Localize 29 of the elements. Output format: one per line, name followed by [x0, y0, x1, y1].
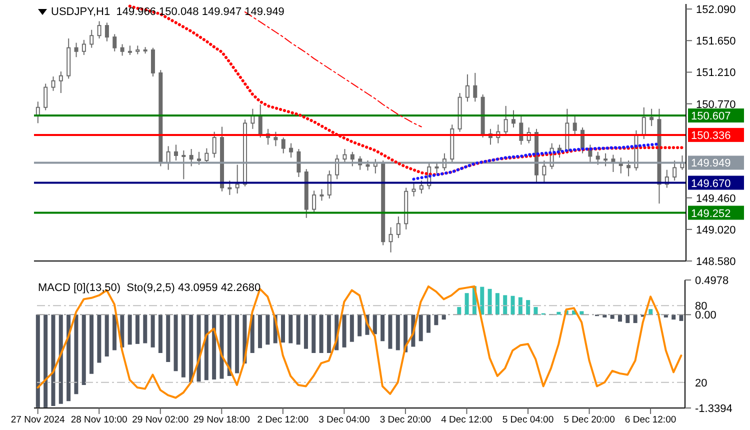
ref-line-label: 149.252: [691, 208, 731, 220]
ref-line-label: 150.607: [691, 110, 731, 122]
x-tick-label: 4 Dec 12:00: [441, 414, 492, 426]
x-tick-label: 5 Dec 20:00: [564, 414, 615, 426]
ref-line-label: 149.670: [691, 178, 731, 190]
x-tick-label: 29 Nov 18:00: [193, 414, 250, 426]
y-tick-label: 151.210: [696, 67, 736, 80]
x-tick-label: 3 Dec 20:00: [380, 414, 432, 426]
y-tick-label: 0.4978: [695, 275, 729, 287]
ref-line-label: 149.949: [691, 158, 731, 170]
x-tick-label: 5 Dec 04:00: [502, 414, 554, 426]
chart-title: USDJPY,H1 149.966 150.048 149.947 149.949: [51, 6, 284, 18]
y-tick-label: 151.650: [696, 36, 736, 48]
chart-title: MACD [0](13,50) Sto(9,2,5) 43.0959 42.2680: [38, 282, 261, 294]
y-tick-label: 150.770: [696, 98, 736, 111]
x-tick-label: 29 Nov 02:00: [132, 414, 189, 426]
y-tick-label: 149.020: [696, 224, 736, 236]
y-tick-label: 148.580: [696, 256, 736, 268]
y2-tick-label: 20: [695, 377, 708, 390]
y-tick-label: 149.460: [696, 192, 736, 205]
x-tick-label: 3 Dec 04:00: [318, 414, 370, 426]
x-tick-label: 28 Nov 10:00: [70, 414, 128, 426]
x-tick-label: 2 Dec 12:00: [257, 414, 309, 426]
y-tick-label: 0.00: [695, 310, 716, 322]
ref-line-label: 150.336: [691, 130, 731, 142]
y-tick-label: 152.090: [696, 4, 736, 16]
x-tick-label: 27 Nov 2024: [10, 414, 65, 426]
x-tick-label: 6 Dec 12:00: [624, 414, 676, 426]
y-tick-label: -1.3394: [695, 403, 732, 415]
